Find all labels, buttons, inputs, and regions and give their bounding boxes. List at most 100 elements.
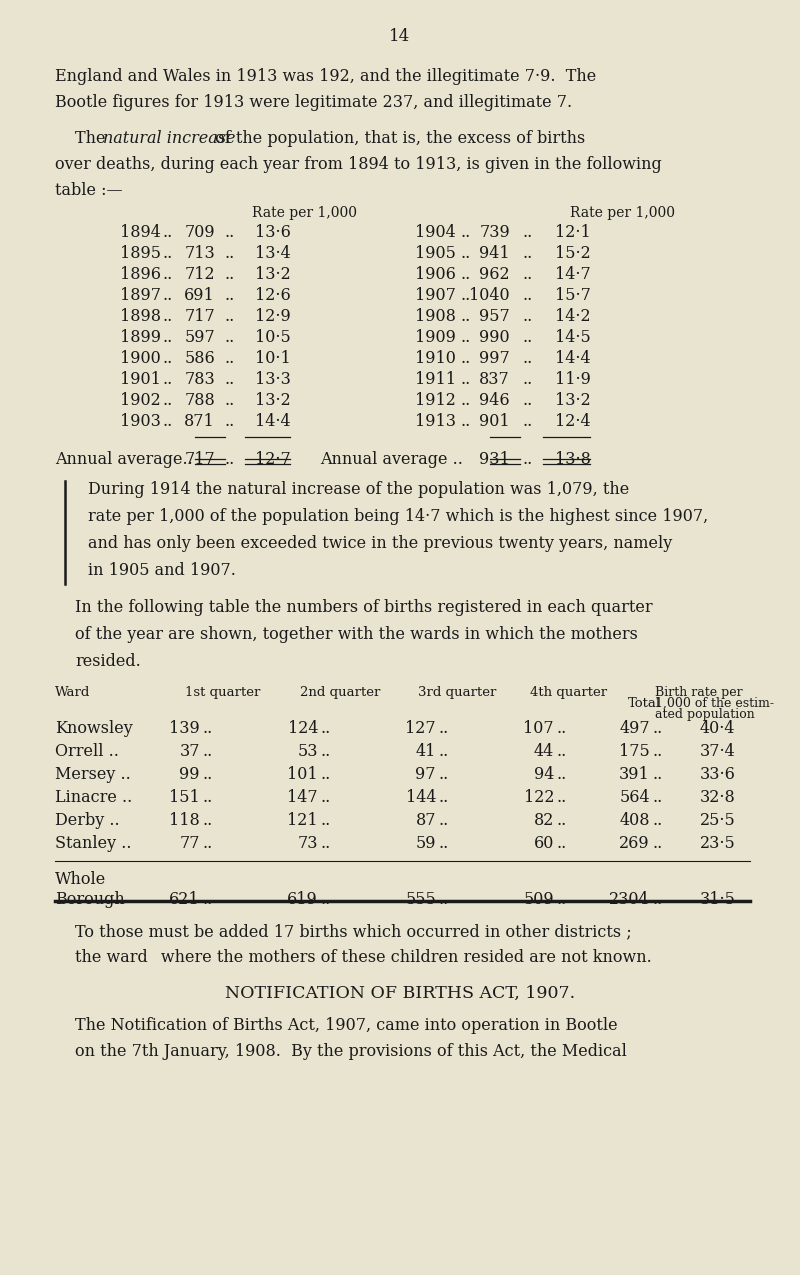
Text: ..: .. bbox=[522, 329, 532, 346]
Text: ..: .. bbox=[557, 766, 567, 783]
Text: ..: .. bbox=[460, 287, 470, 303]
Text: ..: .. bbox=[163, 309, 174, 325]
Text: Whole: Whole bbox=[55, 871, 106, 887]
Text: ..: .. bbox=[163, 329, 174, 346]
Text: The: The bbox=[75, 130, 110, 147]
Text: 40·4: 40·4 bbox=[700, 720, 735, 737]
Text: 2304: 2304 bbox=[610, 891, 650, 908]
Text: ..: .. bbox=[439, 789, 450, 806]
Text: Annual average ..: Annual average .. bbox=[320, 451, 463, 468]
Text: 691: 691 bbox=[184, 287, 215, 303]
Text: 1900: 1900 bbox=[120, 351, 161, 367]
Text: 25·5: 25·5 bbox=[700, 812, 736, 829]
Text: 44: 44 bbox=[534, 743, 554, 760]
Text: 3rd quarter: 3rd quarter bbox=[418, 686, 496, 699]
Text: ..: .. bbox=[522, 266, 532, 283]
Text: ..: .. bbox=[163, 287, 174, 303]
Text: ..: .. bbox=[557, 812, 567, 829]
Text: 1901: 1901 bbox=[120, 371, 161, 388]
Text: 13·2: 13·2 bbox=[555, 391, 590, 409]
Text: 717: 717 bbox=[184, 309, 215, 325]
Text: ..: .. bbox=[653, 720, 663, 737]
Text: natural increase: natural increase bbox=[103, 130, 235, 147]
Text: 121: 121 bbox=[287, 812, 318, 829]
Text: of the year are shown, together with the wards in which the mothers: of the year are shown, together with the… bbox=[75, 626, 638, 643]
Text: 10·1: 10·1 bbox=[255, 351, 290, 367]
Text: 12·9: 12·9 bbox=[255, 309, 290, 325]
Text: ..: .. bbox=[203, 789, 214, 806]
Text: 13·2: 13·2 bbox=[255, 391, 290, 409]
Text: table :—: table :— bbox=[55, 182, 122, 199]
Text: 1912: 1912 bbox=[415, 391, 456, 409]
Text: 1903: 1903 bbox=[120, 413, 161, 430]
Text: During 1914 the natural increase of the population was 1,079, the: During 1914 the natural increase of the … bbox=[88, 481, 630, 499]
Text: ..: .. bbox=[460, 245, 470, 261]
Text: 1910: 1910 bbox=[415, 351, 456, 367]
Text: 1st quarter: 1st quarter bbox=[185, 686, 260, 699]
Text: Annual average..: Annual average.. bbox=[55, 451, 193, 468]
Text: ..: .. bbox=[163, 224, 174, 241]
Text: ..: .. bbox=[460, 266, 470, 283]
Text: 13·6: 13·6 bbox=[255, 224, 291, 241]
Text: 4th quarter: 4th quarter bbox=[530, 686, 607, 699]
Text: 122: 122 bbox=[523, 789, 554, 806]
Text: ..: .. bbox=[522, 413, 532, 430]
Text: 41: 41 bbox=[416, 743, 436, 760]
Text: ..: .. bbox=[522, 351, 532, 367]
Text: ..: .. bbox=[321, 789, 331, 806]
Text: ..: .. bbox=[163, 245, 174, 261]
Text: Knowsley: Knowsley bbox=[55, 720, 133, 737]
Text: 14·5: 14·5 bbox=[555, 329, 590, 346]
Text: ..: .. bbox=[321, 720, 331, 737]
Text: 11·9: 11·9 bbox=[555, 371, 591, 388]
Text: 175: 175 bbox=[619, 743, 650, 760]
Text: 871: 871 bbox=[184, 413, 215, 430]
Text: 151: 151 bbox=[170, 789, 200, 806]
Text: 13·2: 13·2 bbox=[255, 266, 290, 283]
Text: Derby ..: Derby .. bbox=[55, 812, 120, 829]
Text: ..: .. bbox=[557, 789, 567, 806]
Text: ..: .. bbox=[321, 835, 331, 852]
Text: ..: .. bbox=[522, 391, 532, 409]
Text: 13·3: 13·3 bbox=[255, 371, 291, 388]
Text: In the following table the numbers of births registered in each quarter: In the following table the numbers of bi… bbox=[75, 599, 653, 616]
Text: 837: 837 bbox=[479, 371, 510, 388]
Text: ..: .. bbox=[225, 329, 235, 346]
Text: 14·4: 14·4 bbox=[255, 413, 290, 430]
Text: 621: 621 bbox=[170, 891, 200, 908]
Text: over deaths, during each year from 1894 to 1913, is given in the following: over deaths, during each year from 1894 … bbox=[55, 156, 662, 173]
Text: ..: .. bbox=[225, 413, 235, 430]
Text: ..: .. bbox=[163, 351, 174, 367]
Text: ..: .. bbox=[557, 891, 567, 908]
Text: ..: .. bbox=[439, 891, 450, 908]
Text: 107: 107 bbox=[523, 720, 554, 737]
Text: ..: .. bbox=[321, 766, 331, 783]
Text: Borough: Borough bbox=[55, 891, 125, 908]
Text: resided.: resided. bbox=[75, 653, 141, 669]
Text: 408: 408 bbox=[619, 812, 650, 829]
Text: ..: .. bbox=[439, 720, 450, 737]
Text: ..: .. bbox=[557, 720, 567, 737]
Text: 12·4: 12·4 bbox=[555, 413, 590, 430]
Text: 33·6: 33·6 bbox=[700, 766, 736, 783]
Text: and has only been exceeded twice in the previous twenty years, namely: and has only been exceeded twice in the … bbox=[88, 536, 672, 552]
Text: 783: 783 bbox=[184, 371, 215, 388]
Text: 712: 712 bbox=[184, 266, 215, 283]
Text: Rate per 1,000: Rate per 1,000 bbox=[570, 207, 675, 221]
Text: 15·7: 15·7 bbox=[555, 287, 591, 303]
Text: 1906: 1906 bbox=[415, 266, 456, 283]
Text: ..: .. bbox=[653, 766, 663, 783]
Text: Bootle figures for 1913 were legitimate 237, and illegitimate 7.: Bootle figures for 1913 were legitimate … bbox=[55, 94, 572, 111]
Text: 946: 946 bbox=[479, 391, 510, 409]
Text: 2nd quarter: 2nd quarter bbox=[300, 686, 380, 699]
Text: rate per 1,000 of the population being 14·7 which is the highest since 1907,: rate per 1,000 of the population being 1… bbox=[88, 507, 708, 525]
Text: Ward: Ward bbox=[55, 686, 90, 699]
Text: ..: .. bbox=[225, 245, 235, 261]
Text: Total: Total bbox=[628, 697, 661, 710]
Text: England and Wales in 1913 was 192, and the illegitimate 7·9.  The: England and Wales in 1913 was 192, and t… bbox=[55, 68, 596, 85]
Text: To those must be added 17 births which occurred in other districts ;: To those must be added 17 births which o… bbox=[75, 923, 632, 940]
Text: 60: 60 bbox=[534, 835, 554, 852]
Text: ..: .. bbox=[203, 835, 214, 852]
Text: 957: 957 bbox=[479, 309, 510, 325]
Text: ..: .. bbox=[557, 743, 567, 760]
